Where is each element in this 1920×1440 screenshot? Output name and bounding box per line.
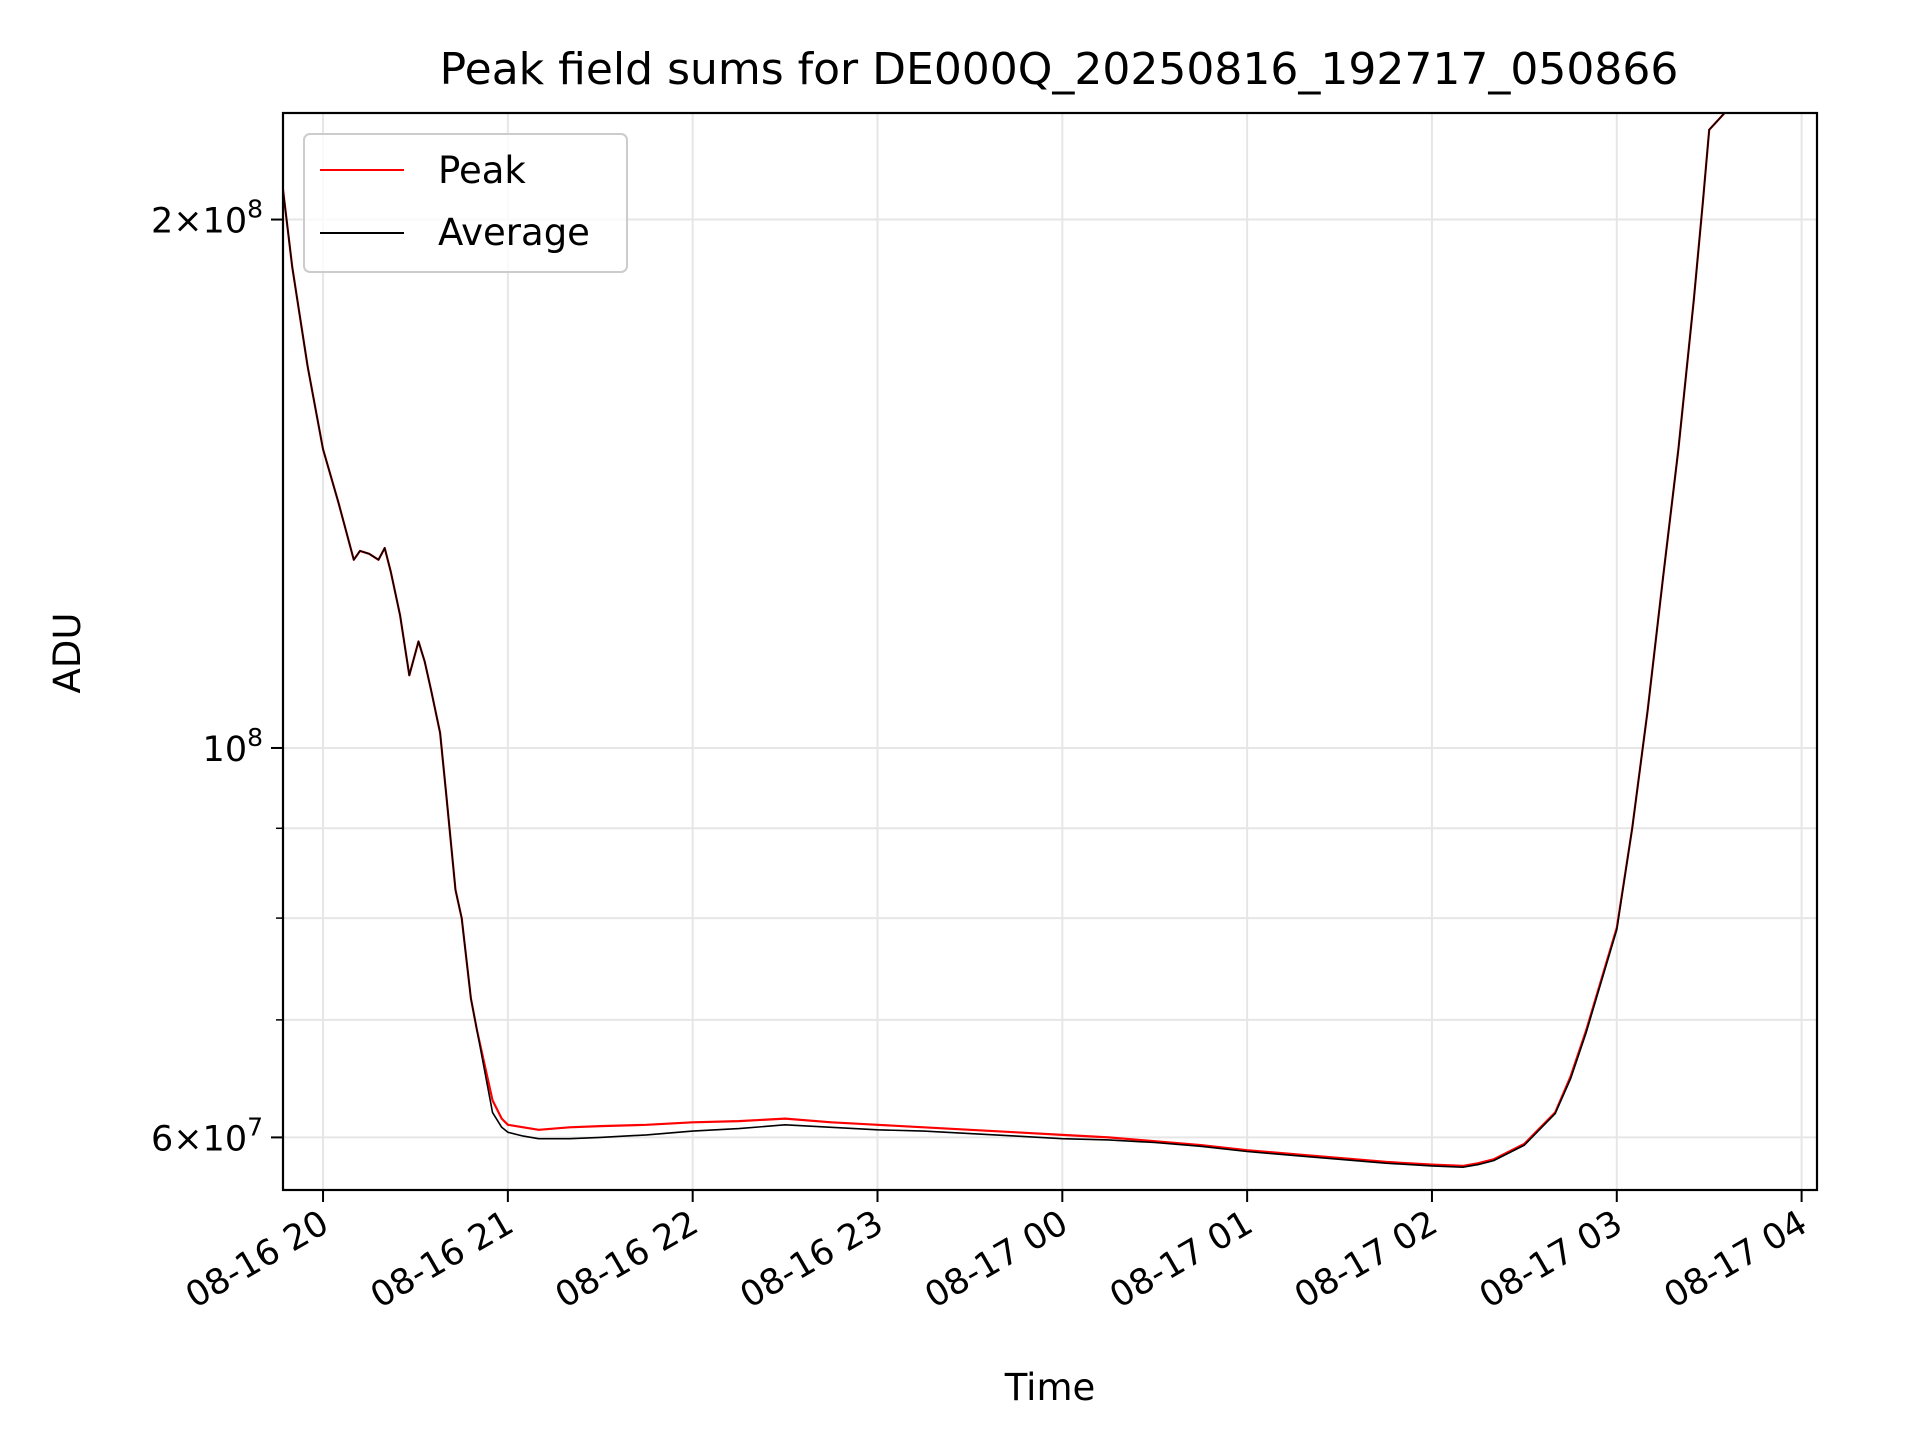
- y-tick-label: 2×108: [151, 195, 263, 242]
- legend-average-label: Average: [438, 211, 590, 254]
- legend-peak-label: Peak: [438, 149, 526, 192]
- plot-series: [283, 113, 1726, 1168]
- chart-title: Peak field sums for DE000Q_20250816_1927…: [440, 44, 1679, 95]
- legend: Peak Average: [303, 133, 628, 273]
- legend-box: [303, 133, 628, 273]
- y-tick-label: 108: [203, 723, 263, 770]
- grid-lines: [283, 113, 1817, 1190]
- y-axis-ticks: 2×108 108 6×107: [151, 195, 283, 1159]
- y-axis-label: ADU: [46, 613, 89, 694]
- plot-frame: [281, 111, 1819, 1192]
- x-axis-label: Time: [1004, 1366, 1096, 1409]
- series-line-average: [283, 113, 1726, 1168]
- y-tick-label: 6×107: [151, 1112, 263, 1159]
